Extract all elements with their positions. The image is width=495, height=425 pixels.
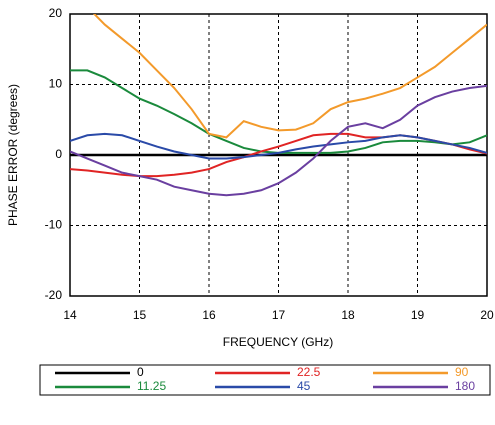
y-tick-label: 10 (49, 77, 63, 91)
y-tick-label: -10 (45, 218, 63, 232)
y-axis-label: PHASE ERROR (degrees) (6, 84, 20, 226)
series-line (92, 14, 487, 139)
plot-area (70, 14, 487, 197)
legend-label: 45 (297, 379, 311, 393)
y-tick-label: 20 (49, 6, 63, 20)
legend-label: 90 (455, 365, 469, 379)
x-tick-label: 17 (272, 308, 286, 322)
series-line (70, 132, 487, 160)
x-tick-label: 18 (341, 308, 355, 322)
legend-box (39, 364, 491, 396)
y-tick-label: -20 (45, 288, 63, 302)
x-tick-label: 19 (411, 308, 425, 322)
x-tick-label: 14 (63, 308, 77, 322)
x-axis-label: FREQUENCY (GHz) (223, 335, 333, 349)
series-line (70, 84, 487, 197)
x-tick-label: 16 (202, 308, 216, 322)
legend-label: 180 (455, 379, 475, 393)
y-tick-label: 0 (55, 147, 62, 161)
legend-label: 11.25 (137, 379, 166, 393)
legend-label: 22.5 (297, 365, 321, 379)
x-tick-label: 15 (133, 308, 147, 322)
x-tick-label: 20 (480, 308, 494, 322)
legend-label: 0 (137, 365, 144, 379)
